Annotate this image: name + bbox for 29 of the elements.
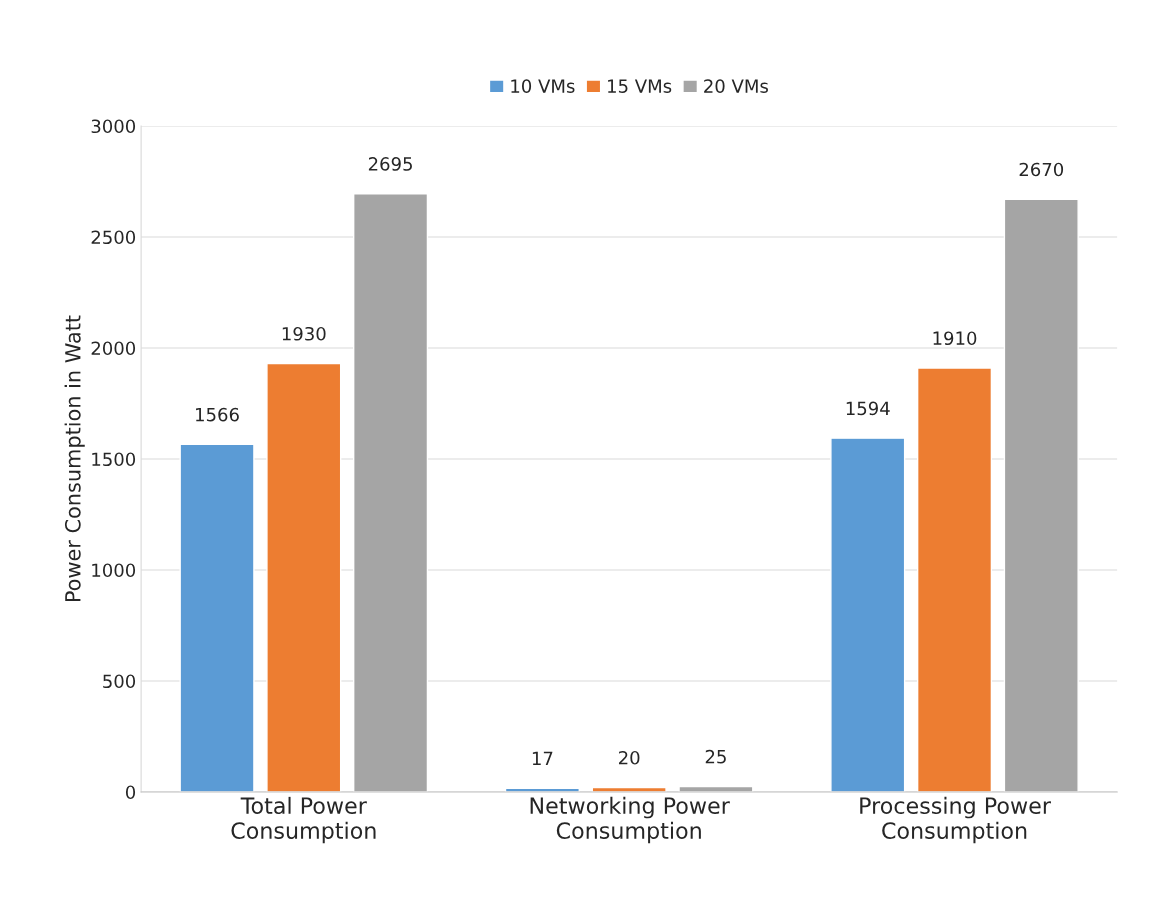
data-label: 1566 xyxy=(196,407,239,422)
data-label: 20 xyxy=(619,750,640,765)
x-tick-label: Total Power Consumption xyxy=(231,796,376,844)
x-tick-label: Processing Power Consumption xyxy=(860,796,1051,844)
legend-label: 15 VMs xyxy=(608,79,672,93)
data-label: 1594 xyxy=(846,401,890,416)
data-label: 2695 xyxy=(368,157,412,171)
y-tick-label: 1000 xyxy=(92,563,136,578)
y-tick-label: 0 xyxy=(125,785,136,800)
legend-label: 20 VMs xyxy=(704,79,768,93)
legend-label: 10 VMs xyxy=(511,79,575,93)
y-tick-label: 2000 xyxy=(91,341,136,356)
data-label: 25 xyxy=(705,749,726,764)
bar xyxy=(179,443,255,792)
bar xyxy=(916,367,993,792)
data-label: 2670 xyxy=(1019,162,1064,177)
bar xyxy=(1003,198,1079,792)
data-label: 1930 xyxy=(282,326,326,341)
bar xyxy=(352,193,429,792)
bar xyxy=(830,437,906,792)
data-label: 1910 xyxy=(933,331,977,346)
bar xyxy=(266,362,342,792)
y-axis-title: Power Consumption in Watt xyxy=(64,315,85,602)
x-tick-label: Networking Power Consumption xyxy=(530,796,730,844)
y-tick-label: 3000 xyxy=(91,119,136,134)
data-label: 17 xyxy=(532,751,553,766)
y-tick-label: 500 xyxy=(103,674,136,689)
y-tick-label: 1500 xyxy=(92,452,136,467)
y-tick-label: 2500 xyxy=(91,230,136,245)
